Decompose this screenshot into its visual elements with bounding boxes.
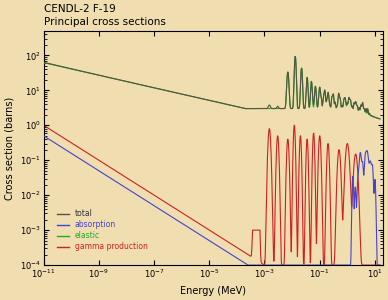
Text: CENDL-2 F-19
Principal cross sections: CENDL-2 F-19 Principal cross sections (43, 4, 165, 27)
Y-axis label: Cross section (barns): Cross section (barns) (4, 96, 14, 200)
Legend: total, absorption, elastic, gamma production: total, absorption, elastic, gamma produc… (54, 206, 151, 254)
X-axis label: Energy (MeV): Energy (MeV) (180, 286, 246, 296)
